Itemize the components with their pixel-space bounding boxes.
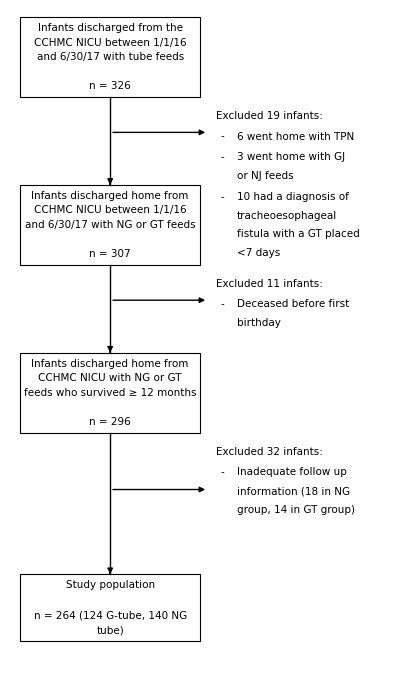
Text: birthday: birthday (237, 319, 280, 328)
Text: 10 had a diagnosis of: 10 had a diagnosis of (237, 192, 349, 201)
FancyBboxPatch shape (20, 185, 200, 265)
Text: Inadequate follow up: Inadequate follow up (237, 467, 347, 477)
Text: Infants discharged home from: Infants discharged home from (32, 358, 189, 369)
Text: CCHMC NICU with NG or GT: CCHMC NICU with NG or GT (38, 373, 182, 383)
Text: -: - (220, 467, 224, 477)
Text: 3 went home with GJ: 3 went home with GJ (237, 152, 345, 162)
Text: group, 14 in GT group): group, 14 in GT group) (237, 505, 354, 515)
Text: -: - (220, 192, 224, 201)
Text: <7 days: <7 days (237, 248, 280, 258)
Text: information (18 in NG: information (18 in NG (237, 486, 350, 496)
Text: and 6/30/17 with NG or GT feeds: and 6/30/17 with NG or GT feeds (25, 220, 196, 230)
Text: Excluded 11 infants:: Excluded 11 infants: (216, 279, 323, 288)
Text: n = 296: n = 296 (89, 417, 131, 427)
Text: CCHMC NICU between 1/1/16: CCHMC NICU between 1/1/16 (34, 206, 186, 215)
Text: or NJ feeds: or NJ feeds (237, 171, 293, 181)
Text: -: - (220, 299, 224, 310)
Text: Infants discharged home from: Infants discharged home from (32, 190, 189, 201)
Text: n = 264 (124 G-tube, 140 NG: n = 264 (124 G-tube, 140 NG (34, 610, 187, 620)
FancyBboxPatch shape (20, 353, 200, 433)
Text: feeds who survived ≥ 12 months: feeds who survived ≥ 12 months (24, 388, 196, 398)
Text: Infants discharged from the: Infants discharged from the (38, 23, 183, 33)
Text: tube): tube) (96, 625, 124, 635)
FancyBboxPatch shape (20, 17, 200, 97)
Text: and 6/30/17 with tube feeds: and 6/30/17 with tube feeds (37, 52, 184, 62)
Text: CCHMC NICU between 1/1/16: CCHMC NICU between 1/1/16 (34, 38, 186, 47)
Text: n = 326: n = 326 (89, 82, 131, 92)
Text: -: - (220, 152, 224, 162)
Text: n = 307: n = 307 (89, 249, 131, 260)
FancyBboxPatch shape (20, 574, 200, 641)
Text: Deceased before first: Deceased before first (237, 299, 349, 310)
Text: Excluded 19 infants:: Excluded 19 infants: (216, 111, 323, 121)
Text: -: - (220, 132, 224, 142)
Text: fistula with a GT placed: fistula with a GT placed (237, 229, 359, 239)
Text: Study population: Study population (66, 580, 155, 590)
Text: tracheoesophageal: tracheoesophageal (237, 210, 337, 221)
Text: Excluded 32 infants:: Excluded 32 infants: (216, 447, 323, 456)
Text: 6 went home with TPN: 6 went home with TPN (237, 132, 354, 142)
